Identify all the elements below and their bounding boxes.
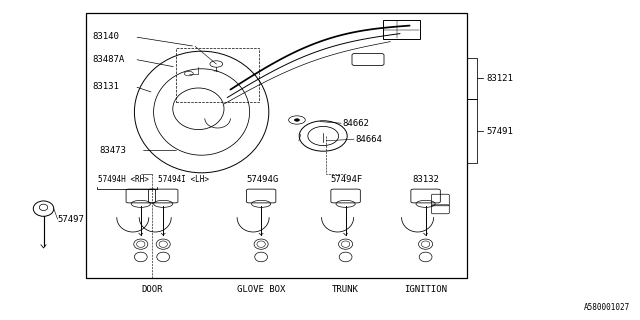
Text: 84664: 84664: [355, 135, 382, 144]
Text: 83487A: 83487A: [93, 55, 125, 64]
Text: 57491: 57491: [486, 127, 513, 136]
Text: GLOVE BOX: GLOVE BOX: [237, 285, 285, 294]
Text: 84662: 84662: [342, 119, 369, 128]
Text: A580001027: A580001027: [584, 303, 630, 312]
Text: 83473: 83473: [99, 146, 126, 155]
Text: DOOR: DOOR: [141, 285, 163, 294]
Bar: [176, 48, 259, 102]
Text: 83131: 83131: [93, 82, 120, 91]
Text: 83132: 83132: [413, 175, 440, 184]
Ellipse shape: [40, 204, 48, 211]
Text: 57497: 57497: [58, 215, 84, 224]
Text: IGNITION: IGNITION: [404, 285, 447, 294]
Text: 57494F: 57494F: [331, 175, 363, 184]
Text: 57494G: 57494G: [246, 175, 278, 184]
Bar: [86, 13, 467, 278]
Text: TRUNK: TRUNK: [332, 285, 359, 294]
Text: 83140: 83140: [93, 32, 120, 41]
Circle shape: [294, 119, 300, 121]
Text: 83121: 83121: [486, 74, 513, 83]
Text: 57494H <RH>  57494I <LH>: 57494H <RH> 57494I <LH>: [98, 175, 209, 184]
